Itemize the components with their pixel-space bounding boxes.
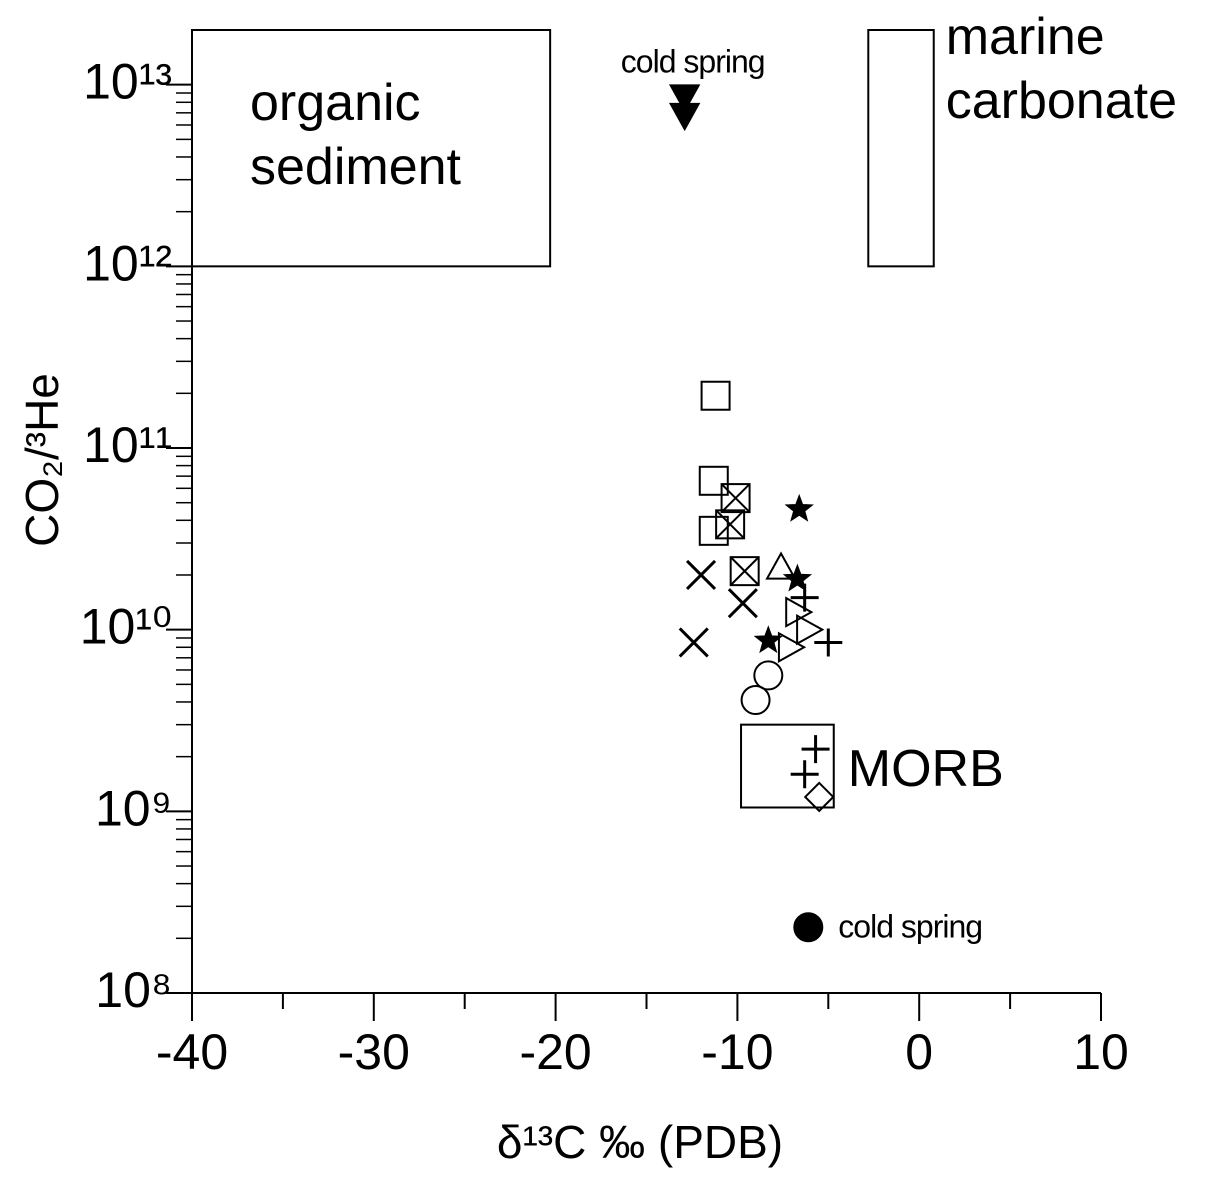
point — [668, 84, 701, 113]
x-tick-label: -30 — [338, 1024, 410, 1080]
region-box — [191, 29, 552, 268]
point — [803, 781, 835, 813]
region-label: marine — [946, 8, 1105, 66]
y-tick-label: 10¹³ — [83, 54, 172, 110]
region-label: MORB — [848, 740, 1004, 798]
annotation: cold spring — [621, 44, 765, 80]
x-tick-label: 0 — [905, 1024, 933, 1080]
point — [729, 556, 760, 587]
region-label: sediment — [250, 138, 462, 196]
x-tick-label: 10 — [1073, 1024, 1129, 1080]
point — [782, 563, 813, 592]
point — [685, 559, 717, 591]
point — [720, 483, 751, 514]
point — [814, 628, 843, 657]
y-tick-label: 10⁸ — [95, 962, 172, 1018]
x-tick-label: -20 — [519, 1024, 591, 1080]
point — [796, 613, 825, 646]
point — [698, 515, 729, 546]
region-box — [867, 29, 935, 268]
point — [753, 660, 784, 691]
y-tick-label: 10¹⁰ — [80, 599, 172, 655]
point — [727, 588, 758, 619]
region-label: carbonate — [946, 72, 1177, 130]
y-axis-title: CO₂/³He — [16, 373, 68, 547]
x-axis-title: δ¹³C ‰ (PDB) — [497, 1116, 783, 1168]
point — [801, 735, 830, 764]
point — [793, 912, 824, 943]
y-tick-label: 10¹² — [83, 235, 172, 291]
point — [715, 509, 746, 540]
point — [765, 551, 797, 580]
point — [698, 465, 729, 496]
y-tick-label: 10¹¹ — [83, 417, 172, 473]
region-label: organic — [250, 74, 421, 132]
point — [753, 625, 783, 654]
y-tick-label: 10⁹ — [95, 780, 172, 836]
point — [740, 685, 771, 716]
point — [784, 493, 814, 522]
point — [668, 102, 701, 132]
annotation: cold spring — [838, 908, 982, 944]
point — [777, 631, 807, 663]
x-tick-label: -10 — [701, 1024, 773, 1080]
point — [678, 627, 709, 658]
point — [700, 380, 731, 411]
point — [790, 583, 819, 612]
x-tick-label: -40 — [156, 1024, 228, 1080]
point — [785, 596, 814, 628]
region-box — [740, 723, 835, 809]
point — [790, 760, 819, 789]
